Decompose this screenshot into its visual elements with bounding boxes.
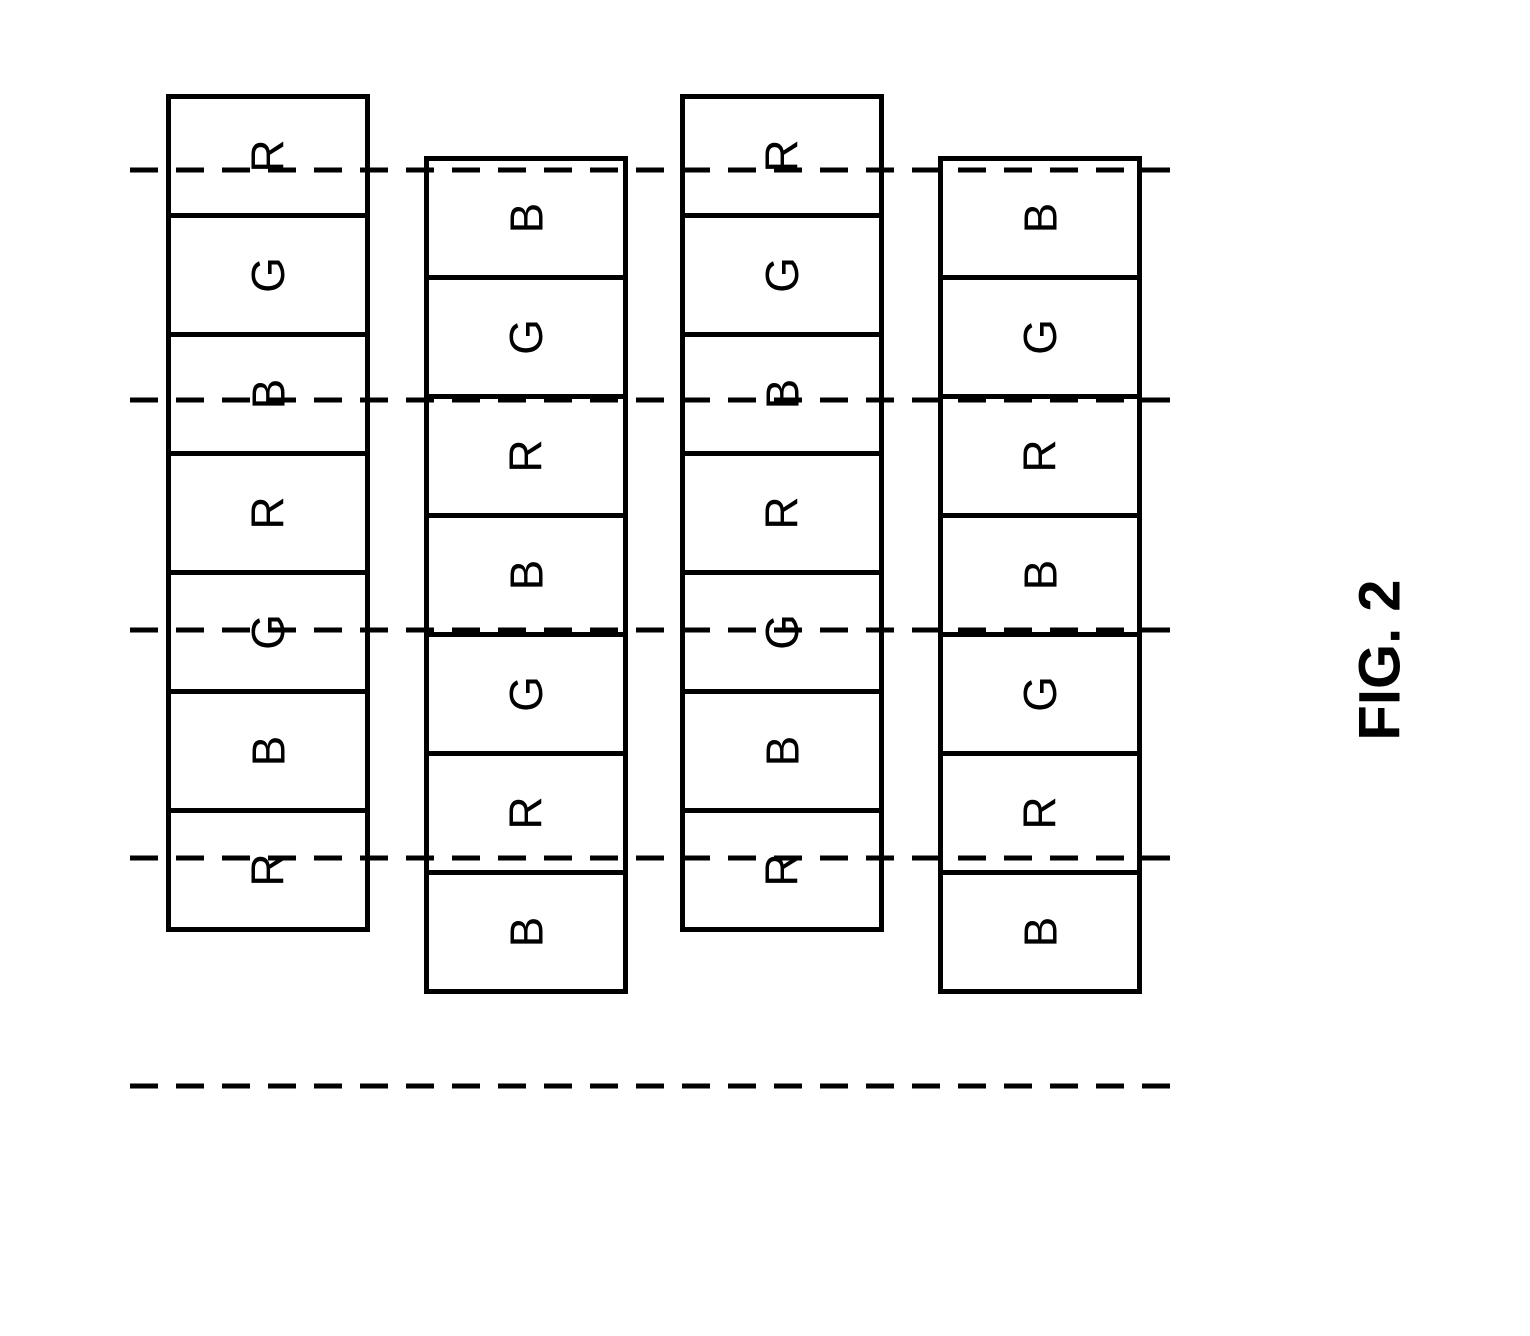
pixel-cell: B (938, 870, 1142, 994)
pixel-cell: B (166, 332, 370, 456)
pixel-cell-label: R (241, 139, 295, 172)
pixel-cell: G (166, 570, 370, 694)
pixel-cell-label: R (1013, 439, 1067, 472)
pixel-cell: R (166, 808, 370, 932)
pixel-cell: B (938, 513, 1142, 637)
pixel-cell-label: B (499, 917, 553, 948)
pixel-cell: R (680, 451, 884, 575)
pixel-cell-label: B (241, 736, 295, 767)
pixel-cell: B (680, 689, 884, 813)
pixel-cell: R (680, 94, 884, 218)
pixel-cell-label: B (1013, 560, 1067, 591)
pixel-cell: B (424, 870, 628, 994)
pixel-cell: R (424, 394, 628, 518)
pixel-cell-label: B (1013, 203, 1067, 234)
pixel-cell: R (938, 751, 1142, 875)
pixel-cell: R (166, 94, 370, 218)
pixel-cell: B (680, 332, 884, 456)
pixel-cell: G (938, 632, 1142, 756)
diagram-stage: R G B R G B R B G R B G R B R G B R G B R B G R B G R B FIG. 2 (0, 0, 1530, 1336)
pixel-cell-label: R (755, 496, 809, 529)
pixel-cell-label: G (241, 614, 295, 650)
pixel-cell-label: B (499, 560, 553, 591)
pixel-cell: R (424, 751, 628, 875)
pixel-cell: R (680, 808, 884, 932)
pixel-cell-label: B (755, 379, 809, 410)
pixel-cell: R (938, 394, 1142, 518)
pixel-cell: R (166, 451, 370, 575)
pixel-cell: B (424, 156, 628, 280)
pixel-cell-label: R (241, 496, 295, 529)
pixel-cell-label: G (755, 257, 809, 293)
pixel-cell-label: B (755, 736, 809, 767)
pixel-cell: G (680, 213, 884, 337)
pixel-cell-label: R (499, 796, 553, 829)
figure-label-text: FIG. 2 (1348, 579, 1413, 740)
pixel-cell: G (166, 213, 370, 337)
pixel-cell: G (680, 570, 884, 694)
pixel-cell: B (166, 689, 370, 813)
pixel-cell-label: R (241, 853, 295, 886)
pixel-cell-label: R (1013, 796, 1067, 829)
pixel-cell-label: R (755, 139, 809, 172)
pixel-cell-label: G (241, 257, 295, 293)
pixel-cell-label: G (1013, 676, 1067, 712)
pixel-cell-label: B (241, 379, 295, 410)
pixel-cell: B (938, 156, 1142, 280)
pixel-cell-label: G (1013, 319, 1067, 355)
pixel-cell-label: G (499, 676, 553, 712)
pixel-cell: G (938, 275, 1142, 399)
pixel-cell-label: B (499, 203, 553, 234)
pixel-cell-label: R (755, 853, 809, 886)
pixel-cell: B (424, 513, 628, 637)
pixel-cell-label: R (499, 439, 553, 472)
pixel-cell-label: G (755, 614, 809, 650)
pixel-cell-label: G (499, 319, 553, 355)
figure-label: FIG. 2 (1347, 579, 1414, 740)
pixel-cell-label: B (1013, 917, 1067, 948)
pixel-cell: G (424, 632, 628, 756)
pixel-cell: G (424, 275, 628, 399)
